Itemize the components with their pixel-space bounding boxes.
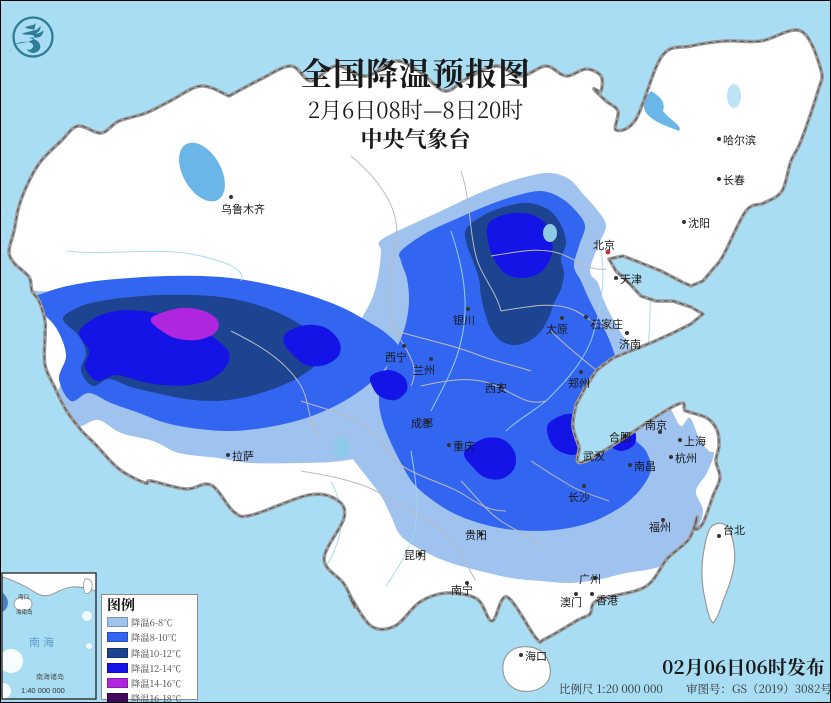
svg-text:海口: 海口 (18, 593, 29, 601)
svg-text:南海诸岛: 南海诸岛 (36, 672, 64, 681)
svg-text:海南岛: 海南岛 (16, 608, 33, 616)
svg-text:1:40 000 000: 1:40 000 000 (21, 686, 65, 695)
svg-text:南 海: 南 海 (29, 635, 54, 649)
